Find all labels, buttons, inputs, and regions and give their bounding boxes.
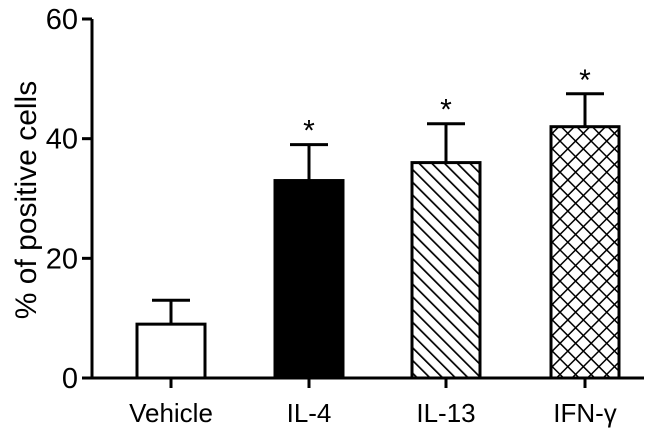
significance-marker: * [579,64,591,97]
significance-marker: * [440,94,452,127]
plot-area: 0 20 40 60 Vehicle IL-4 * IL-13 * IFN-γ * [46,4,644,428]
x-tick-label: IL-4 [287,398,332,428]
bar [135,322,207,380]
x-tick-label: Vehicle [129,398,213,428]
y-axis-label: % of positive cells [10,81,43,319]
y-tick-label: 40 [46,124,78,156]
bar [410,161,482,380]
bar [549,125,621,380]
significance-marker: * [303,115,315,148]
x-tick-label: IFN-γ [553,398,617,428]
y-tick-label: 20 [46,243,78,275]
y-tick-label: 60 [46,4,78,36]
bar [273,179,345,380]
x-tick-label: IL-13 [416,398,475,428]
y-tick-label: 0 [62,363,78,395]
